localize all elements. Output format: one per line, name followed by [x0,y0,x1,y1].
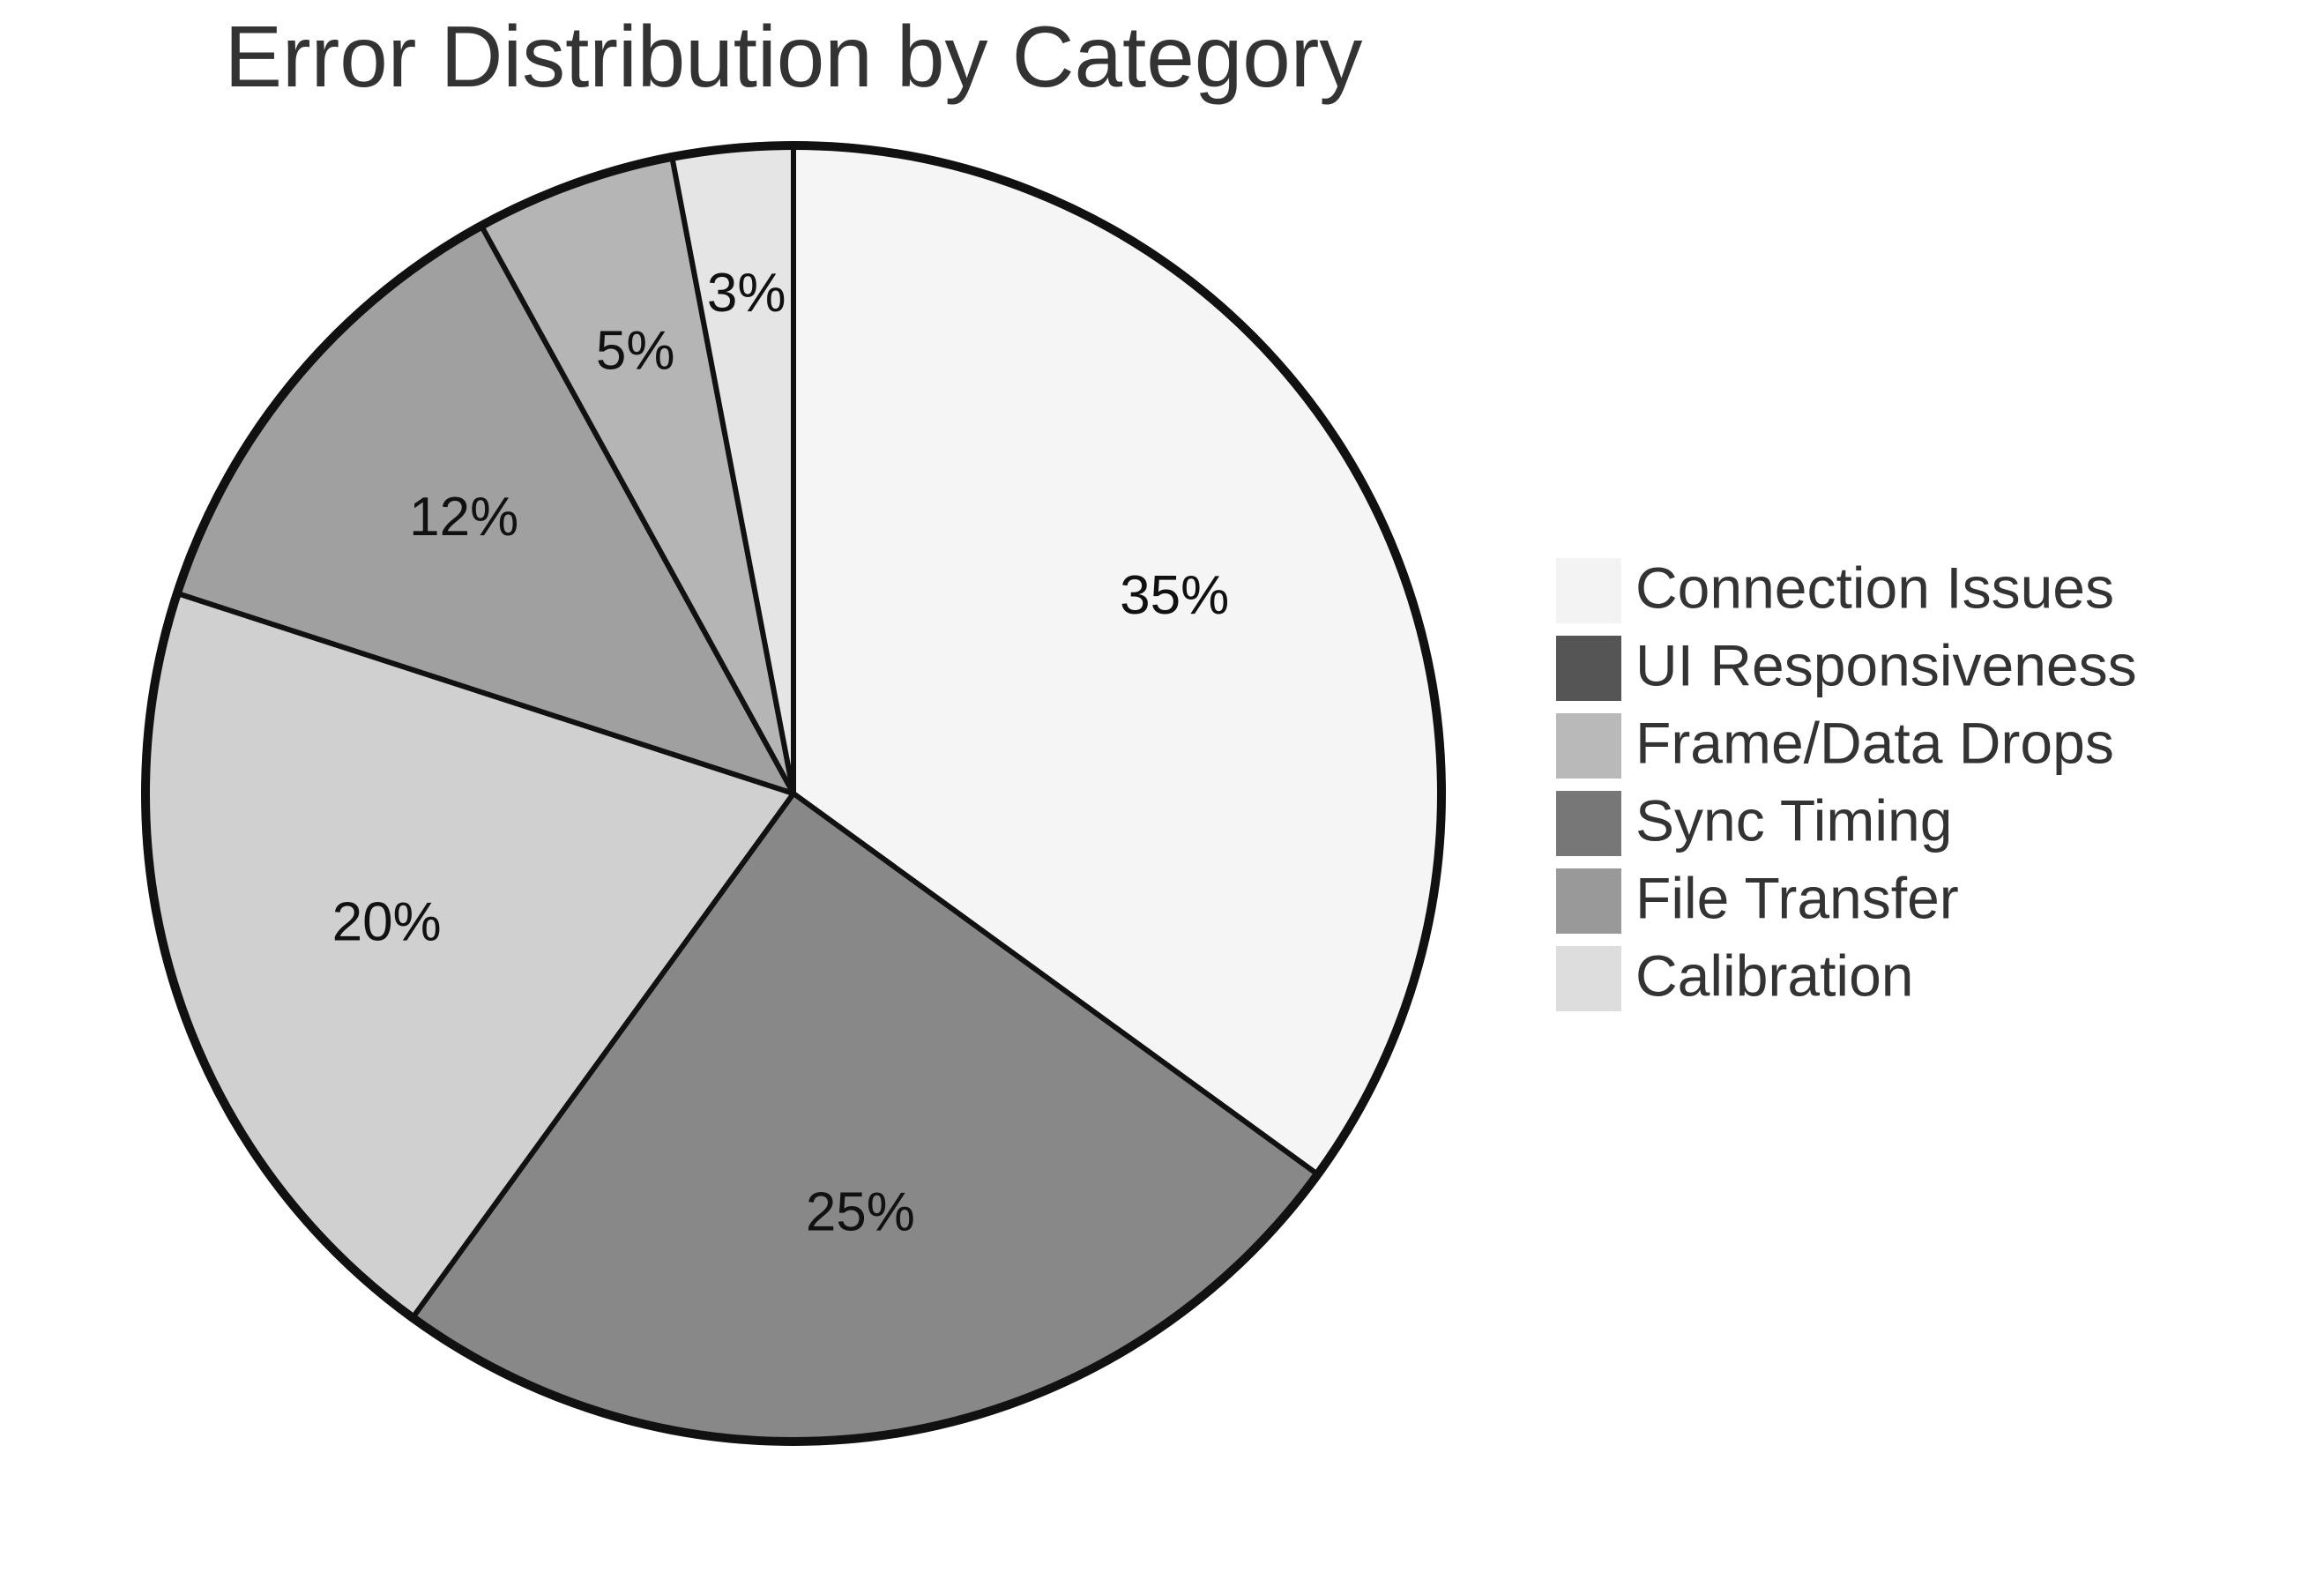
legend-swatch [1556,946,1621,1011]
legend-label: Sync Timing [1635,787,1952,853]
chart-title: Error Distribution by Category [225,8,1363,105]
legend-swatch [1556,558,1621,623]
slice-label-frame-data-drops: 20% [332,891,442,952]
slice-label-file-transfer: 12% [409,487,518,548]
legend-swatch [1556,636,1621,701]
legend-item-calibration: Calibration [1556,943,1914,1011]
legend-swatch [1556,713,1621,779]
slice-label-sync-timing: 25% [806,1182,915,1243]
legend-item-file-transfer: File Transfer [1556,865,1959,934]
legend-label: Calibration [1635,943,1914,1008]
legend-item-ui-responsiveness: UI Responsiveness [1556,632,2137,701]
legend-swatch [1556,791,1621,856]
legend-label: Frame/Data Drops [1635,710,2114,775]
legend: Connection Issues UI Responsiveness Frame/… [1556,555,2137,1011]
legend-label: File Transfer [1635,865,1959,930]
slice-label-calibration: 3% [707,263,786,324]
slice-label-ui-responsiveness: 5% [596,320,675,381]
pie-outline [141,141,1446,1446]
legend-item-connection-issues: Connection Issues [1556,555,2114,623]
pie-slices [141,141,1446,1446]
slice-label-connection-issues: 35% [1120,565,1229,626]
legend-label: Connection Issues [1635,555,2114,620]
pie-slice-labels: 35% 25% 20% 12% 5% 3% [332,263,1230,1243]
legend-item-sync-timing: Sync Timing [1556,787,1952,856]
legend-item-frame-data-drops: Frame/Data Drops [1556,710,2114,779]
legend-swatch [1556,868,1621,934]
legend-label: UI Responsiveness [1635,632,2137,697]
